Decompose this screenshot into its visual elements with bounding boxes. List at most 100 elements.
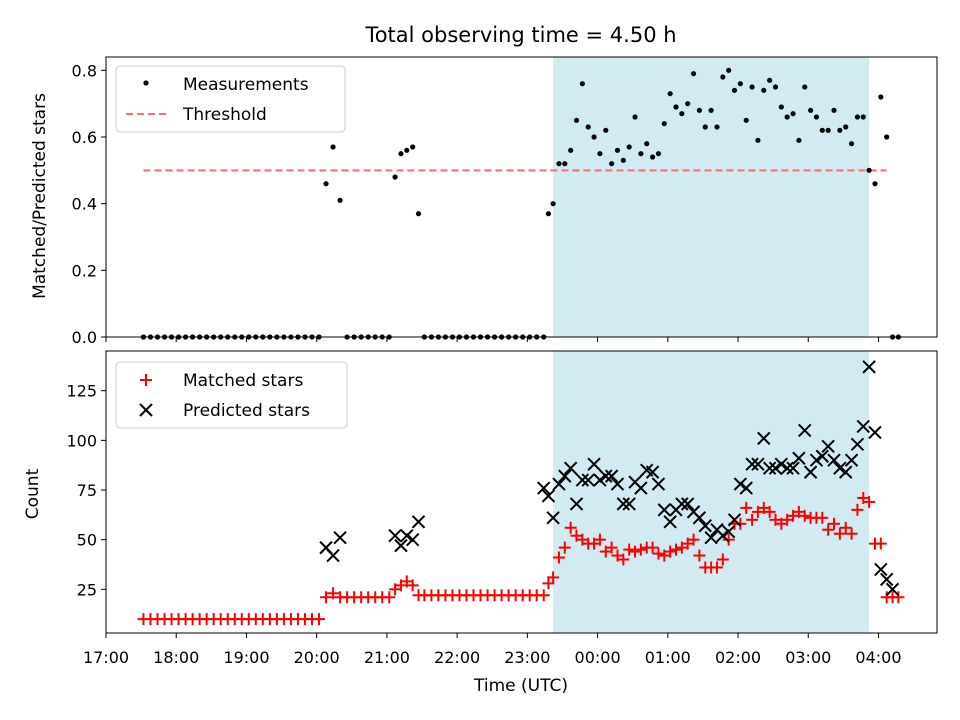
matched-star-marker [822,523,835,536]
x-tick-label: 01:00 [645,648,691,667]
measurement-point [644,141,650,147]
predicted-star-marker [716,528,730,543]
measurement-point [749,84,755,90]
predicted-star-marker [400,528,414,543]
predicted-star-markers [319,360,900,597]
measurement-point [626,144,632,150]
predicted-star-marker [599,469,613,483]
predicted-star-marker [657,503,671,517]
measurement-point [778,104,784,110]
predicted-star-marker [780,461,794,475]
measurement-point [831,107,837,113]
matched-star-marker [892,591,905,604]
matched-star-marker [740,501,753,514]
matched-star-marker [828,517,841,530]
matched-star-marker [833,527,846,540]
measurement-legend-marker [143,80,149,86]
predicted-star-marker [388,528,402,543]
bottom-y-tick-label: 25 [77,580,97,599]
measurement-point [568,147,574,153]
measurement-point [398,151,404,157]
legend-measurements: Measurements [183,75,309,95]
top-y-tick-label: 0.0 [72,328,97,347]
matched-star-marker [593,533,606,546]
matched-star-marker [634,543,647,556]
matched-star-marker [716,553,729,566]
top-legend-box [115,65,346,133]
matched-star-marker [863,495,876,508]
measurement-point [819,127,825,133]
measurement-point [726,67,732,73]
predicted-star-marker [751,457,765,471]
legend-predicted: Predicted stars [183,401,310,421]
measurement-point [761,87,767,93]
predicted-star-marker [762,461,777,475]
predicted-star-marker [704,530,718,545]
measurement-point [579,81,585,87]
bottom-panel: 25 50 75 100 125 17:00 18:00 19:00 20:00 21:00 22… [23,350,938,696]
top-legend: Measurements Threshold [115,65,346,133]
legend-threshold: Threshold [182,105,267,125]
measurement-point [632,114,638,120]
measurement-point [837,127,843,133]
measurement-point [696,107,703,113]
predicted-star-marker [698,519,712,533]
predicted-star-marker [833,461,847,475]
x-tick-label: 17:00 [83,648,129,667]
predicted-star-marker [844,453,859,467]
chart-title: Total observing time = 4.50 h [364,23,676,47]
top-panel: 0.00.20.40.60.8 Matched/Predicted stars … [30,56,938,347]
matched-star-marker [710,561,723,574]
predicted-star-marker [537,481,551,495]
x-tick-label: 18:00 [153,648,199,667]
top-y-axis: 0.0 0.2 0.4 0.6 0.8 [72,61,106,347]
measurement-point [866,167,872,173]
measurement-point [807,107,814,113]
bottom-y-tick-label: 125 [66,382,97,401]
measurement-point [562,161,568,167]
predicted-star-marker [411,515,426,529]
measurement-point [392,174,398,180]
predicted-star-marker [558,469,572,483]
measurement-point [860,114,866,120]
predicted-star-marker [727,513,742,527]
matched-star-marker [320,591,333,604]
bottom-axes-frame [105,350,938,634]
measurement-point [330,144,336,150]
predicted-star-marker [838,465,853,479]
predicted-star-marker [563,461,578,475]
predicted-star-marker [610,477,625,491]
matched-star-marker [839,521,852,534]
predicted-star-marker [733,477,748,491]
matched-star-marker [851,503,864,516]
top-y-tick-label: 0.2 [72,261,97,280]
measurement-point [673,104,679,110]
predicted-star-marker [552,477,566,491]
predicted-star-marker [663,515,677,529]
predicted-star-marker [680,497,695,511]
measurement-point [573,117,580,123]
top-y-tick-label: 0.8 [72,61,97,80]
measurement-point [614,147,621,153]
measurement-point [708,107,714,113]
predicted-star-marker [675,497,689,511]
predicted-star-marker [757,431,771,446]
measurement-point [685,101,691,107]
predicted-star-marker [815,449,830,463]
measurement-point [609,161,615,167]
predicted-star-marker [868,425,882,440]
measurement-point [796,137,802,143]
measurement-point [790,111,796,117]
predicted-star-marker [879,572,894,587]
matched-star-marker [693,549,706,562]
predicted-star-marker [587,457,601,471]
predicted-star-marker [856,419,870,434]
measurement-point [323,181,329,187]
predicted-star-marker [569,497,584,511]
measurement-point [755,137,761,143]
measurement-point [655,151,662,157]
matched-legend-marker [140,374,152,386]
measurement-point [620,157,626,163]
bottom-highlight-span [553,351,870,633]
